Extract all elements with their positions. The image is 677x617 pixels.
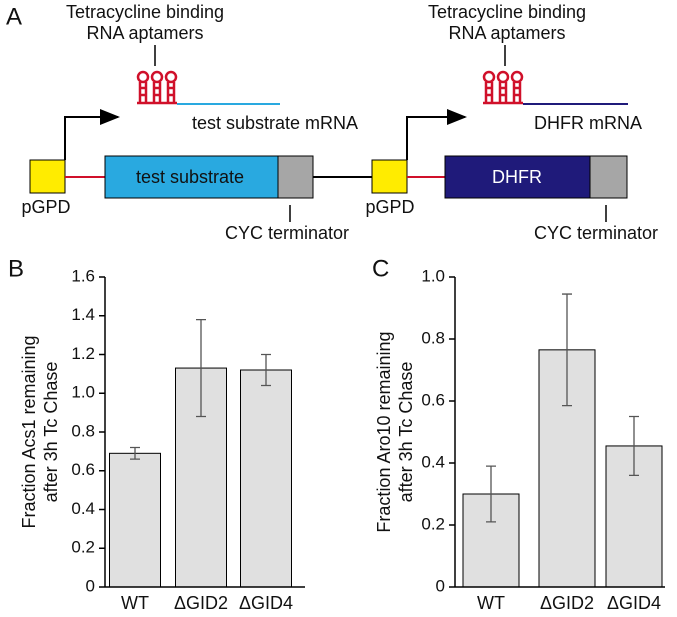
aptamer-label: RNA aptamers — [448, 23, 565, 43]
y-tick-label: 0.8 — [71, 421, 95, 440]
terminator-label: CYC terminator — [225, 223, 349, 243]
error-bar — [261, 353, 271, 387]
y-tick-label: 0 — [436, 576, 445, 595]
y-tick-label: 0.8 — [421, 328, 445, 347]
diagram: A Tetracycline binding RNA aptamers test… — [6, 2, 658, 243]
x-tick-label: ΔGID2 — [174, 593, 228, 613]
promoter — [29, 159, 66, 194]
error-bar — [196, 318, 206, 418]
y-tick-label: 0.4 — [71, 499, 95, 518]
y-tick-label: 0.4 — [421, 452, 445, 471]
bar — [109, 452, 161, 588]
mrna-label: DHFR mRNA — [534, 113, 642, 133]
promoter-arrow — [406, 109, 467, 160]
bar — [240, 369, 292, 588]
gene — [444, 155, 591, 199]
panel-label: A — [6, 3, 22, 30]
error-bar — [629, 415, 639, 477]
y-tick-label: 1.0 — [71, 383, 95, 402]
y-tick-label: 0.2 — [421, 514, 445, 533]
error-bar — [562, 293, 572, 407]
y-axis-label: Fraction Acs1 remaining — [19, 335, 39, 528]
gene-label: DHFR — [492, 167, 542, 187]
promoter — [371, 159, 408, 194]
y-tick-label: 0 — [86, 576, 95, 595]
error-bar — [486, 465, 496, 523]
y-tick-label: 0.6 — [421, 390, 445, 409]
aptamer-label: Tetracycline binding — [66, 2, 224, 22]
y-tick-label: 0.2 — [71, 538, 95, 557]
mrna-label: test substrate mRNA — [192, 113, 358, 133]
promoter-arrow — [64, 109, 120, 160]
bar — [605, 445, 663, 588]
promoter-label: pGPD — [21, 197, 70, 217]
terminator — [277, 155, 314, 199]
gene-label: test substrate — [136, 167, 244, 187]
y-tick-label: 1.0 — [421, 266, 445, 285]
panel-label: B — [8, 255, 24, 282]
terminator-label: CYC terminator — [534, 223, 658, 243]
aptamers — [482, 70, 524, 105]
y-axis-label: after 3h Tc Chase — [396, 362, 416, 503]
y-tick-label: 1.4 — [71, 305, 95, 324]
gene — [104, 155, 279, 199]
aptamer-label: Tetracycline binding — [428, 2, 586, 22]
y-tick-label: 1.6 — [71, 266, 95, 285]
y-axis-label: after 3h Tc Chase — [41, 362, 61, 503]
aptamer-label: RNA aptamers — [86, 23, 203, 43]
panel-label: C — [372, 255, 389, 282]
terminator — [589, 155, 628, 199]
x-tick-label: ΔGID2 — [540, 593, 594, 613]
x-tick-label: ΔGID4 — [239, 593, 293, 613]
aptamers — [136, 70, 178, 105]
promoter-label: pGPD — [365, 197, 414, 217]
y-tick-label: 1.2 — [71, 344, 95, 363]
y-axis-label: Fraction Aro10 remaining — [374, 331, 394, 532]
y-tick-label: 0.6 — [71, 460, 95, 479]
x-tick-label: ΔGID4 — [607, 593, 661, 613]
x-tick-label: WT — [121, 593, 149, 613]
x-tick-label: WT — [477, 593, 505, 613]
error-bar — [130, 446, 140, 460]
